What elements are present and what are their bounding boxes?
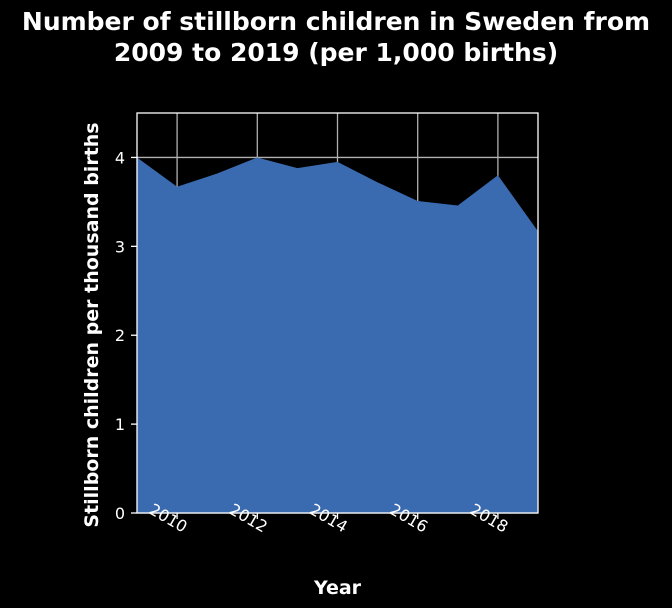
y-tick-label: 2: [115, 326, 125, 345]
series-area: [136, 157, 539, 513]
chart-title-line-1: Number of stillborn children in Sweden f…: [21, 7, 651, 36]
area-fill: [137, 157, 538, 513]
y-tick-label: 3: [115, 237, 125, 256]
y-tick-label: 4: [115, 148, 125, 167]
chart-title: Number of stillborn children in Sweden f…: [0, 6, 672, 68]
chart-title-line-2: 2009 to 2019 (per 1,000 births): [113, 38, 559, 67]
y-axis-label: Stillborn children per thousand births: [81, 122, 103, 527]
y-tick-label: 1: [115, 415, 125, 434]
x-axis-label: Year: [313, 577, 362, 599]
y-tick-label: 0: [115, 504, 125, 523]
